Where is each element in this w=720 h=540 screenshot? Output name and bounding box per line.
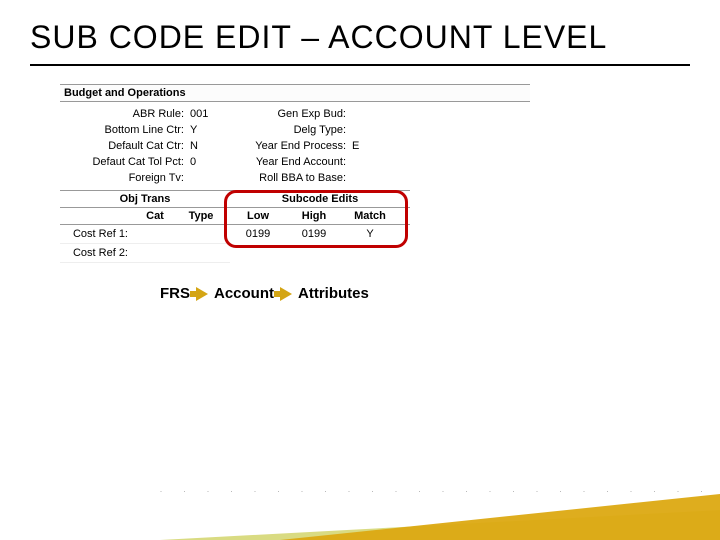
obj-trans-col-headers: Cat Type — [60, 208, 230, 225]
triangle-green — [160, 510, 720, 540]
cell-match: Y — [342, 228, 398, 240]
breadcrumb-item: FRS — [160, 285, 190, 302]
sub-col-match: Match — [342, 210, 398, 222]
table-row: Cost Ref 2: — [60, 244, 230, 263]
content-area: Budget and Operations ABR Rule: 001 Gen Ex… — [0, 84, 720, 302]
footer-decoration: · · · · · · · · · · · · · · · · · · · · … — [0, 460, 720, 540]
subcode-header: Subcode Edits — [230, 190, 410, 208]
field-label: ABR Rule: — [64, 108, 184, 120]
section-header-budget: Budget and Operations — [60, 84, 530, 102]
subtable-wrap: Obj Trans Cat Type Cost Ref 1: Cost Ref 2… — [60, 190, 530, 263]
triangle-gold — [280, 494, 720, 540]
subcode-col-headers: Low High Match — [230, 208, 410, 225]
field-label: Default Cat Ctr: — [64, 140, 184, 152]
breadcrumb-item: Attributes — [298, 285, 369, 302]
field-label: Foreign Tv: — [64, 172, 184, 184]
slide-title: SUB CODE EDIT – ACCOUNT LEVEL — [0, 0, 720, 64]
cell-low: 0199 — [230, 228, 286, 240]
field-value: 0 — [190, 156, 230, 168]
field-value: Y — [190, 124, 230, 136]
obj-trans-block: Obj Trans Cat Type Cost Ref 1: Cost Ref 2… — [60, 190, 230, 263]
cell-type — [178, 228, 224, 240]
subcode-block: Subcode Edits Low High Match 01990199Y — [230, 190, 410, 243]
obj-col-cat: Cat — [132, 210, 178, 222]
row-label: Cost Ref 2: — [60, 247, 132, 259]
field-label: Bottom Line Ctr: — [64, 124, 184, 136]
breadcrumb-item: Account — [214, 285, 274, 302]
sub-col-high: High — [286, 210, 342, 222]
dot-row: · · · · · · · · · · · · · · · · · · · · … — [160, 486, 712, 496]
field-value: N — [190, 140, 230, 152]
field-label: Year End Account: — [236, 156, 346, 168]
arrow-icon — [196, 287, 208, 301]
row-label: Cost Ref 1: — [60, 228, 132, 240]
field-label: Gen Exp Bud: — [236, 108, 346, 120]
obj-col-blank — [60, 210, 132, 222]
field-value: E — [352, 140, 382, 152]
field-label: Defaut Cat Tol Pct: — [64, 156, 184, 168]
field-label: Year End Process: — [236, 140, 346, 152]
table-row: 01990199Y — [230, 225, 410, 243]
arrow-icon — [280, 287, 292, 301]
obj-col-type: Type — [178, 210, 224, 222]
breadcrumb: FRS Account Attributes — [60, 285, 660, 302]
title-underline — [30, 64, 690, 66]
obj-trans-header: Obj Trans — [60, 190, 230, 208]
field-value: 001 — [190, 108, 230, 120]
table-row: Cost Ref 1: — [60, 225, 230, 244]
field-grid: ABR Rule: 001 Gen Exp Bud: Bottom Line Ctr:… — [60, 102, 530, 190]
cell-type — [178, 247, 224, 259]
field-label: Roll BBA to Base: — [236, 172, 346, 184]
field-label: Delg Type: — [236, 124, 346, 136]
cell-cat — [132, 228, 178, 240]
cell-high: 0199 — [286, 228, 342, 240]
cell-cat — [132, 247, 178, 259]
sub-col-low: Low — [230, 210, 286, 222]
form-panel: Budget and Operations ABR Rule: 001 Gen Ex… — [60, 84, 530, 263]
